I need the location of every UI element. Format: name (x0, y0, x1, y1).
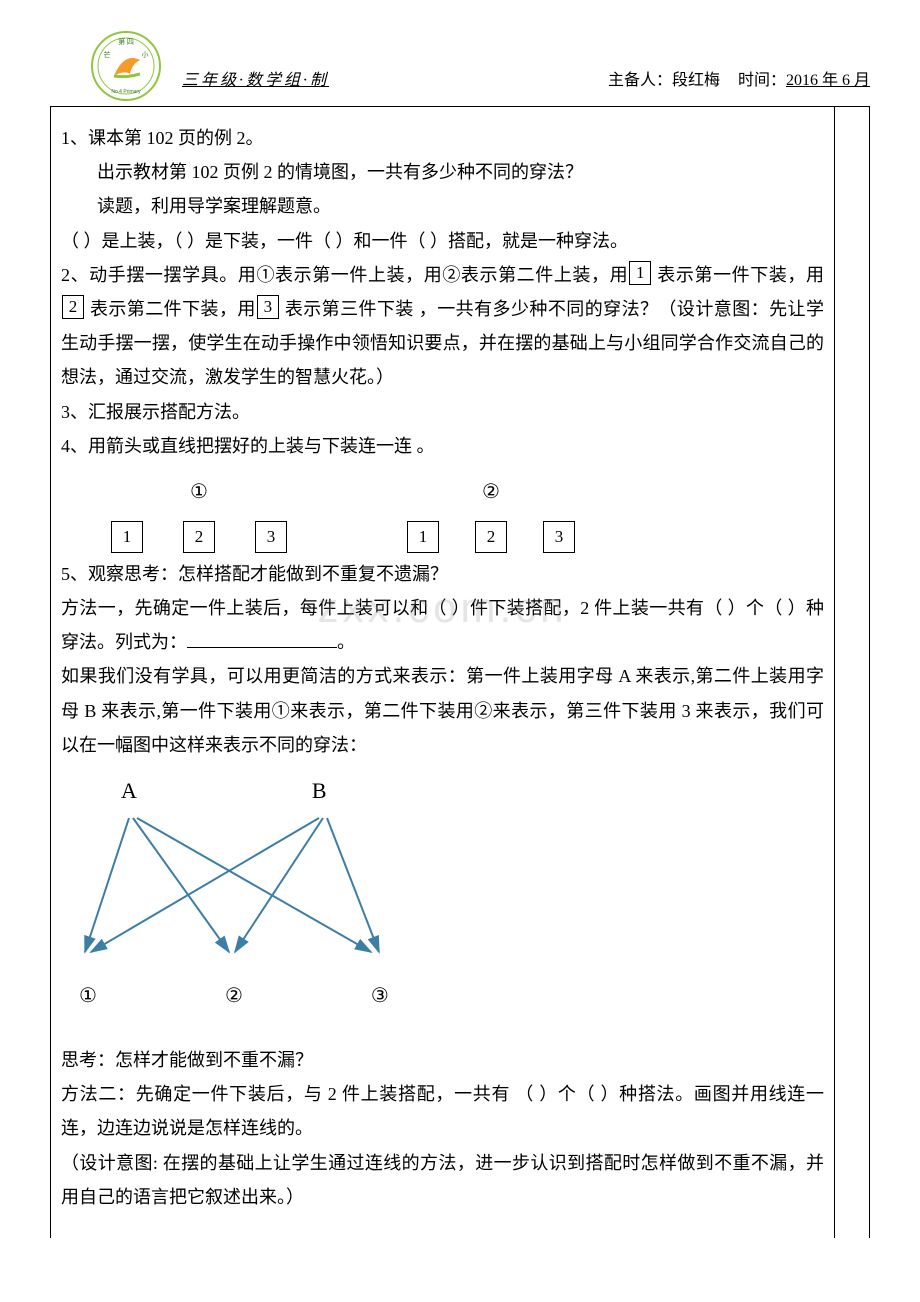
small-box: 1 (407, 521, 439, 553)
small-box: 3 (255, 521, 287, 553)
p6: 3、汇报展示搭配方法。 (61, 395, 824, 429)
content-main: 1、课本第 102 页的例 2。 出示教材第 102 页例 2 的情境图，一共有… (51, 107, 835, 1238)
p3: 读题，利用导学案理解题意。 (61, 189, 824, 223)
svg-text:No.4 Primary: No.4 Primary (111, 89, 141, 95)
svg-text:第 四: 第 四 (118, 37, 134, 46)
node-1: ① (79, 977, 97, 1015)
node-B: B (312, 770, 327, 812)
node-A: A (121, 770, 137, 812)
small-box: 3 (543, 521, 575, 553)
p12: 方法二：先确定一件下装后，与 2 件上装搭配，一共有 （ ）个（ ）种搭法。画图… (61, 1077, 824, 1145)
circle-2: ② (482, 473, 500, 511)
p10: 如果我们没有学具，可以用更简洁的方式来表示：第一件上装用字母 A 来表示,第二件… (61, 659, 824, 762)
box-1: 1 (629, 261, 651, 285)
circle-1: ① (190, 473, 208, 511)
diagram-right: ② 1 2 3 (407, 473, 575, 553)
bipartite-graph: A B (71, 770, 824, 1015)
grade-subject: 三年级·数学组·制 (182, 66, 329, 96)
header-info-line: 三年级·数学组·制 主备人：段红梅 时间：2016 年 6 月 (182, 66, 870, 98)
p9: 方法一，先确定一件上装后，每件上装可以和（ ）件下装搭配，2 件上装一共有（ ）… (61, 591, 824, 659)
p4: （ ）是上装，（ ）是下装，一件（ ）和一件（ ）搭配，就是一种穿法。 (61, 224, 824, 258)
diagram-left: ① 1 2 3 (111, 473, 287, 553)
matching-diagram: ① 1 2 3 ② 1 2 3 (111, 473, 824, 553)
box-3: 3 (257, 295, 279, 319)
small-box: 2 (475, 521, 507, 553)
page-header: 第 四 芒 小 No.4 Primary 三年级·数学组·制 主备人：段红梅 时… (50, 30, 870, 98)
content-side-margin (835, 107, 869, 1238)
watermark-region: 5、观察思考：怎样搭配才能做到不重复不遗漏？ 方法一，先确定一件上装后，每件上装… (61, 557, 824, 660)
p13: （设计意图: 在摆的基础上让学生通过连线的方法，进一步认识到搭配时怎样做到不重不… (61, 1146, 824, 1214)
small-box: 1 (111, 521, 143, 553)
p11: 思考：怎样才能做到不重不漏？ (61, 1043, 824, 1077)
p5: 2、动手摆一摆学具。用①表示第一件上装，用②表示第二件上装，用1 表示第一件下装… (61, 258, 824, 395)
graph-svg (71, 812, 431, 962)
p1: 1、课本第 102 页的例 2。 (61, 121, 824, 155)
svg-text:芒: 芒 (104, 50, 111, 59)
time: 时间：2016 年 6 月 (738, 66, 870, 96)
node-3: ③ (371, 977, 389, 1015)
fill-blank (187, 630, 337, 648)
box-2: 2 (62, 295, 84, 319)
small-box: 2 (183, 521, 215, 553)
svg-text:小: 小 (142, 50, 149, 59)
p8: 5、观察思考：怎样搭配才能做到不重复不遗漏？ (61, 557, 824, 591)
p7: 4、用箭头或直线把摆好的上装与下装连一连 。 (61, 429, 824, 463)
p2: 出示教材第 102 页例 2 的情境图，一共有多少种不同的穿法？ (61, 155, 824, 189)
preparer: 主备人：段红梅 (608, 66, 720, 96)
node-2: ② (225, 977, 243, 1015)
content-frame: 1、课本第 102 页的例 2。 出示教材第 102 页例 2 的情境图，一共有… (50, 106, 870, 1238)
school-logo: 第 四 芒 小 No.4 Primary (90, 30, 162, 102)
